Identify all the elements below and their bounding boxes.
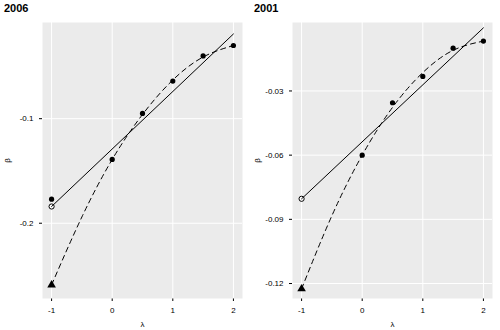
- svg-text:λ: λ: [391, 320, 395, 329]
- svg-text:0: 0: [110, 306, 115, 315]
- svg-text:-0.06: -0.06: [265, 151, 284, 160]
- svg-text:-0.09: -0.09: [265, 215, 284, 224]
- svg-text:0: 0: [360, 306, 365, 315]
- html-text:2006: 2006: [4, 2, 29, 14]
- svg-text:-1: -1: [298, 306, 306, 315]
- svg-text:1: 1: [421, 306, 426, 315]
- svg-text:2: 2: [481, 306, 486, 315]
- svg-text:-0.03: -0.03: [265, 87, 284, 96]
- svg-text:1: 1: [171, 306, 176, 315]
- svg-text:β: β: [253, 158, 262, 163]
- svg-text:-0.2: -0.2: [20, 219, 34, 228]
- svg-text:β: β: [3, 158, 12, 163]
- html-text:2001: 2001: [254, 2, 279, 14]
- svg-text:-0.1: -0.1: [20, 114, 34, 123]
- svg-text:-0.12: -0.12: [265, 279, 284, 288]
- svg-text:-1: -1: [48, 306, 56, 315]
- svg-text:λ: λ: [141, 320, 145, 329]
- svg-text:2: 2: [231, 306, 236, 315]
